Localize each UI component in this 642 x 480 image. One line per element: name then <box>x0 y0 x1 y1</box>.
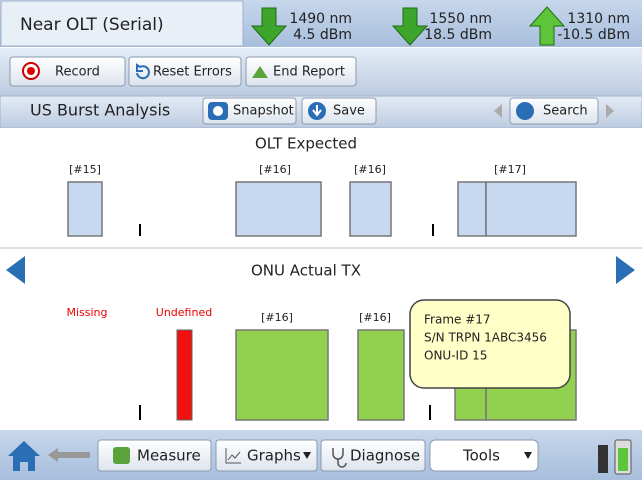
power: 4.5 dBm <box>293 27 352 43</box>
camera-lens <box>213 106 223 116</box>
record-button[interactable]: Record <box>9 56 126 87</box>
burst-label: [#16] <box>359 311 391 324</box>
button-bg <box>320 439 426 472</box>
tools-dropdown[interactable]: Tools <box>429 439 539 472</box>
diagnose-button[interactable]: Diagnose <box>320 439 426 472</box>
button-label: Snapshot <box>233 104 294 119</box>
tooltip-box <box>409 299 571 389</box>
wavelength: 1490 nm <box>289 11 352 27</box>
button-bg <box>215 439 318 472</box>
button-bg <box>9 56 126 87</box>
down-arrow <box>391 7 429 46</box>
button-label: End Report <box>273 65 345 80</box>
next-arrow[interactable] <box>606 104 614 118</box>
scroll-right[interactable] <box>616 256 635 284</box>
expected-burst <box>67 181 103 237</box>
scroll-left[interactable] <box>6 256 25 284</box>
button-label: Measure <box>137 447 201 465</box>
missing-label: Missing <box>66 306 107 319</box>
dropdown-arrow <box>303 452 311 459</box>
tooltip-line: Frame #17 <box>424 313 491 327</box>
expected-burst <box>457 181 487 237</box>
burst-label: [#17] <box>494 163 526 176</box>
wavelength: 1550 nm <box>429 11 492 27</box>
power: -10.5 dBm <box>557 27 630 43</box>
measure-button[interactable]: Measure <box>97 439 212 472</box>
end-report-button[interactable]: End Report <box>245 56 357 87</box>
home-icon[interactable] <box>8 441 40 471</box>
expected-burst <box>235 181 322 237</box>
search-icon <box>516 102 534 120</box>
dropdown-arrow <box>524 452 532 459</box>
diagnose-icon <box>332 448 347 468</box>
graphs-icon <box>225 448 241 464</box>
expected-burst <box>485 181 577 237</box>
flashlight-icon <box>598 445 608 473</box>
report-icon <box>252 66 268 78</box>
down-arrow <box>250 7 288 46</box>
analysis-title: US Burst Analysis <box>30 101 170 120</box>
button-label: Record <box>55 65 100 80</box>
button-label: Reset Errors <box>153 65 232 80</box>
back-icon[interactable] <box>48 448 90 462</box>
prev-arrow[interactable] <box>494 104 502 118</box>
button-label: Search <box>543 104 588 119</box>
graphs-button[interactable]: Graphs <box>215 439 318 472</box>
measure-icon <box>113 447 130 464</box>
battery-level <box>618 448 628 471</box>
burst-label: [#15] <box>69 163 101 176</box>
up-arrow <box>528 6 566 46</box>
button-bg <box>128 56 242 87</box>
save-arrow <box>312 105 322 117</box>
button-label: Save <box>333 104 365 119</box>
reset-errors-button[interactable]: Reset Errors <box>128 56 242 87</box>
reset-icon <box>136 63 150 80</box>
undefined-burst <box>176 329 193 421</box>
dropdown-bg <box>429 439 539 472</box>
actual-burst <box>235 329 329 421</box>
section-title: OLT Expected <box>255 135 357 153</box>
tooltip: Frame #17 S/N TRPN 1ABC3456 ONU-ID 15 <box>409 299 571 389</box>
tooltip-line: S/N TRPN 1ABC3456 <box>424 331 547 345</box>
burst-label: [#16] <box>354 163 386 176</box>
burst-label: [#16] <box>259 163 291 176</box>
dropdown-label: Tools <box>462 447 500 465</box>
button-label: Diagnose <box>350 447 420 465</box>
save-button[interactable]: Save <box>301 97 377 125</box>
button-label: Graphs <box>247 447 301 465</box>
tooltip-line: ONU-ID 15 <box>424 349 487 363</box>
title-box <box>0 0 244 47</box>
section-title: ONU Actual TX <box>251 262 361 280</box>
search-button[interactable]: Search <box>509 97 599 125</box>
record-dot <box>27 67 35 75</box>
power: 18.5 dBm <box>424 27 492 43</box>
header-title: Near OLT (Serial) <box>20 15 164 35</box>
wavelength: 1310 nm <box>567 11 630 27</box>
undefined-label: Undefined <box>156 306 212 319</box>
expected-burst <box>349 181 392 237</box>
snapshot-button[interactable]: Snapshot <box>202 97 297 125</box>
burst-label: [#16] <box>261 311 293 324</box>
button-bg <box>245 56 357 87</box>
button-bg <box>509 97 599 125</box>
actual-burst <box>357 329 405 421</box>
